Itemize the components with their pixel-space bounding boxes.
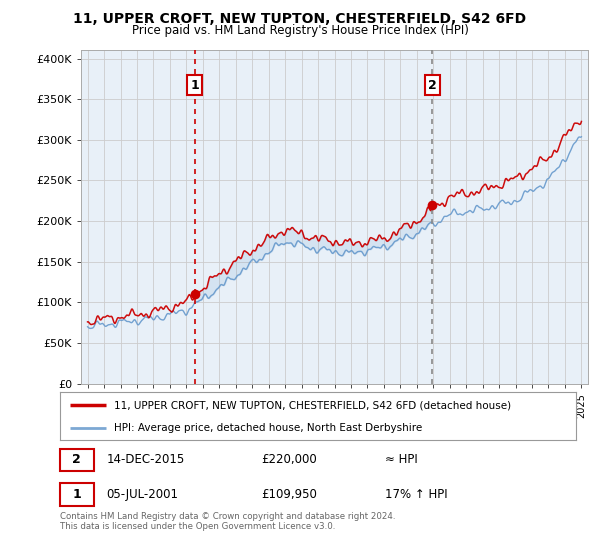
Text: 11, UPPER CROFT, NEW TUPTON, CHESTERFIELD, S42 6FD: 11, UPPER CROFT, NEW TUPTON, CHESTERFIEL… (73, 12, 527, 26)
Text: 05-JUL-2001: 05-JUL-2001 (106, 488, 178, 501)
Text: 11, UPPER CROFT, NEW TUPTON, CHESTERFIELD, S42 6FD (detached house): 11, UPPER CROFT, NEW TUPTON, CHESTERFIEL… (114, 400, 511, 410)
Text: £109,950: £109,950 (261, 488, 317, 501)
FancyBboxPatch shape (60, 483, 94, 506)
Text: 1: 1 (73, 488, 81, 501)
Text: 17% ↑ HPI: 17% ↑ HPI (385, 488, 448, 501)
Text: £220,000: £220,000 (261, 453, 317, 466)
FancyBboxPatch shape (60, 449, 94, 471)
Text: ≈ HPI: ≈ HPI (385, 453, 418, 466)
Text: HPI: Average price, detached house, North East Derbyshire: HPI: Average price, detached house, Nort… (114, 423, 422, 433)
Text: 1: 1 (190, 79, 199, 92)
Text: 2: 2 (428, 79, 437, 92)
Text: 2: 2 (73, 453, 81, 466)
Text: Contains HM Land Registry data © Crown copyright and database right 2024.
This d: Contains HM Land Registry data © Crown c… (60, 512, 395, 531)
Text: Price paid vs. HM Land Registry's House Price Index (HPI): Price paid vs. HM Land Registry's House … (131, 24, 469, 37)
Text: 14-DEC-2015: 14-DEC-2015 (106, 453, 185, 466)
